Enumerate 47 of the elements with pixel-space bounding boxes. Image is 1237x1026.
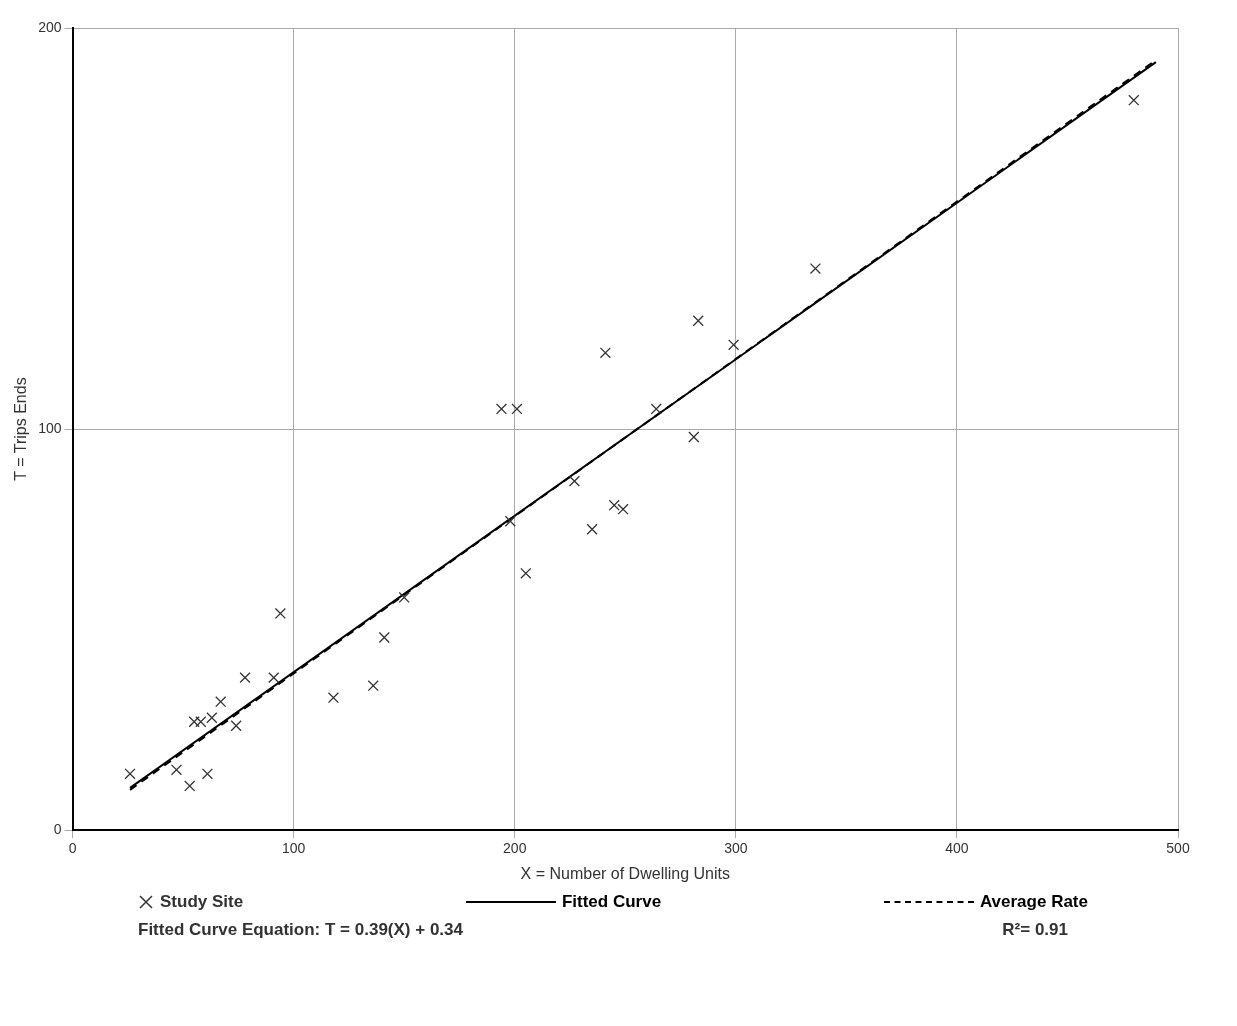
point — [206, 712, 218, 724]
x-tick-label: 500 — [1166, 840, 1190, 857]
y-tick-label: 0 — [53, 820, 62, 837]
point — [504, 515, 516, 527]
point — [230, 720, 242, 732]
point — [239, 672, 251, 684]
text: R²= 0.91 — [1002, 920, 1068, 940]
point — [215, 696, 227, 708]
point — [1128, 94, 1140, 106]
point — [520, 567, 532, 579]
point — [608, 499, 620, 511]
x-tick-label: 0 — [68, 840, 77, 857]
x-tick-label: 100 — [281, 840, 306, 857]
point — [692, 315, 704, 327]
point — [586, 523, 598, 535]
point — [511, 403, 523, 415]
point — [274, 607, 286, 620]
point — [195, 716, 207, 728]
point — [367, 680, 379, 692]
point — [378, 631, 390, 644]
point — [268, 672, 280, 684]
point — [568, 475, 581, 487]
y-axis-title: T = Trips Ends — [12, 377, 30, 481]
legend-label: Study Site — [160, 892, 244, 912]
x-tick-label: 300 — [724, 840, 748, 857]
point — [184, 780, 196, 792]
x-tick-label: 200 — [503, 840, 527, 857]
point — [728, 339, 740, 351]
point — [124, 768, 136, 780]
point — [398, 591, 410, 604]
point — [650, 403, 662, 415]
point — [201, 768, 214, 780]
point — [809, 263, 822, 275]
text: Fitted Curve Equation: T = 0.39(X) + 0.34 — [138, 920, 463, 940]
point — [495, 403, 508, 415]
y-tick-label: 200 — [38, 18, 62, 35]
text: Average Rate — [979, 892, 1088, 912]
x-tick-label: 400 — [945, 840, 969, 857]
point — [327, 692, 340, 704]
x-axis-title: X = Number of Dwelling Units — [520, 864, 730, 882]
point — [188, 716, 200, 728]
point — [170, 764, 183, 776]
point — [599, 347, 611, 359]
text: Fitted Curve — [561, 892, 662, 912]
point — [617, 503, 629, 515]
point — [688, 431, 700, 443]
y-tick-label: 100 — [38, 419, 62, 436]
